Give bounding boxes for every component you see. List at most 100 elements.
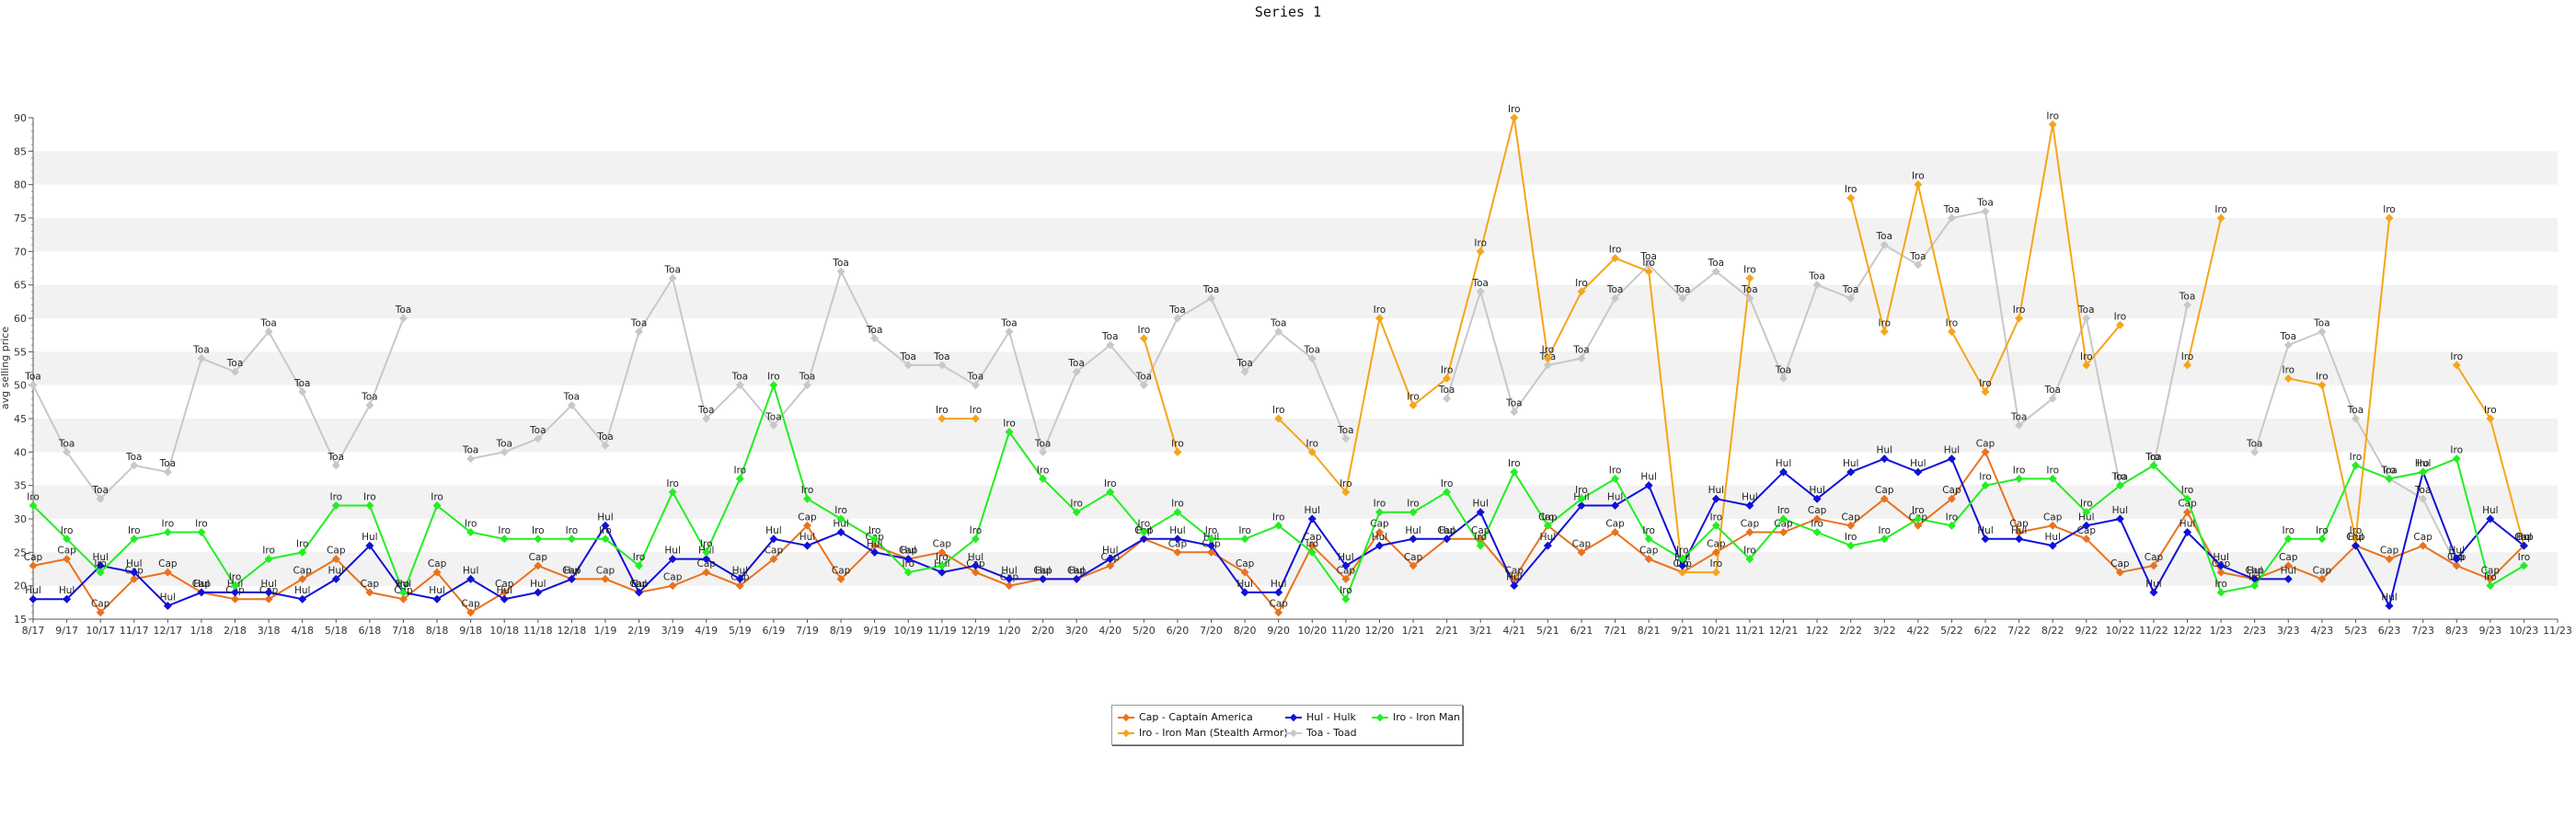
data-label: Iro: [2181, 485, 2194, 496]
data-label: Iro: [868, 525, 881, 536]
y-tick-label: 40: [14, 446, 27, 458]
data-point: [2486, 514, 2495, 523]
data-label: Iro: [1710, 558, 1723, 569]
data-point: [735, 581, 744, 591]
data-label: Cap: [428, 558, 447, 569]
y-tick-label: 55: [14, 346, 27, 358]
data-point: [1644, 267, 1653, 276]
series-line-iro: [1143, 338, 1179, 453]
data-point: [331, 574, 340, 583]
data-label: Cap: [629, 579, 649, 590]
data-label: Toa: [900, 351, 917, 362]
x-tick-label: 5/22: [1940, 625, 1963, 637]
data-point: [231, 588, 240, 597]
data-point: [903, 361, 913, 370]
data-point: [1307, 354, 1317, 363]
series-line-hul: [33, 457, 2289, 607]
data-point: [1779, 514, 1788, 523]
data-label: Hul: [1035, 565, 1051, 576]
data-point: [1644, 481, 1653, 490]
x-tick-label: 12/21: [1769, 625, 1799, 637]
data-label: Toa: [2347, 405, 2364, 416]
data-point: [1543, 361, 1552, 370]
data-label: Toa: [1471, 278, 1489, 289]
data-point: [298, 594, 307, 604]
data-point: [1072, 508, 1081, 517]
data-label: Hul: [1540, 532, 1556, 543]
data-point: [1678, 555, 1687, 564]
data-point: [1274, 328, 1283, 337]
data-label: Toa: [91, 485, 109, 496]
data-point: [1644, 535, 1653, 544]
data-point: [2048, 521, 2057, 530]
data-label: Cap: [832, 565, 851, 576]
data-point: [1274, 588, 1283, 597]
data-label: Cap: [2380, 546, 2399, 557]
data-point: [1274, 608, 1283, 617]
data-point: [635, 561, 644, 570]
data-point: [2519, 541, 2528, 550]
data-point: [1341, 434, 1351, 443]
data-point: [1274, 521, 1283, 530]
data-label: Iro: [1946, 318, 1959, 329]
data-label: Cap: [2279, 552, 2298, 563]
data-point: [2419, 494, 2428, 503]
data-label: Hul: [126, 558, 142, 569]
data-point: [1880, 328, 1889, 337]
data-point: [1745, 500, 1754, 510]
data-point: [836, 267, 845, 276]
data-point: [365, 541, 374, 550]
y-tick-label: 25: [14, 546, 27, 558]
data-label: Toa: [328, 452, 345, 463]
data-label: Iro: [2316, 372, 2329, 383]
data-label: Hul: [92, 552, 108, 563]
y-tick-label: 85: [14, 145, 27, 157]
data-label: Toa: [1606, 284, 1624, 295]
data-label: Iro: [970, 525, 983, 536]
data-point: [29, 500, 38, 510]
data-label: Cap: [798, 512, 817, 523]
data-label: Cap: [1572, 538, 1592, 549]
data-point: [1374, 314, 1384, 323]
x-tick-label: 3/18: [258, 625, 281, 637]
data-point: [63, 594, 72, 604]
x-tick-label: 9/23: [2478, 625, 2501, 637]
data-label: Cap: [899, 546, 918, 557]
x-tick-label: 6/19: [763, 625, 786, 637]
data-point: [432, 568, 442, 577]
data-label: Iro: [1946, 512, 1959, 523]
data-label: Iro: [767, 372, 780, 383]
data-point: [1139, 334, 1148, 343]
data-label: Iro: [397, 579, 410, 590]
data-label: Iro: [1508, 458, 1521, 469]
data-label: Iro: [1340, 585, 1352, 596]
x-tick-label: 2/22: [1839, 625, 1862, 637]
data-label: Toa: [1639, 251, 1657, 262]
data-label: Iro: [1374, 305, 1386, 316]
data-point: [500, 594, 509, 604]
data-point: [836, 514, 845, 523]
data-label: Iro: [1171, 499, 1184, 510]
data-point: [2486, 414, 2495, 423]
data-point: [1443, 394, 1452, 403]
data-point: [398, 594, 408, 604]
data-label: Iro: [2080, 499, 2093, 510]
x-tick-label: 7/22: [2007, 625, 2030, 637]
data-label: Iro: [2518, 532, 2531, 543]
data-label: Iro: [2214, 204, 2227, 215]
data-label: Toa: [1708, 258, 1725, 269]
data-point: [1914, 514, 1923, 523]
legend-marker-icon: [1285, 729, 1302, 738]
x-tick-label: 8/22: [2041, 625, 2064, 637]
data-label: Cap: [1976, 438, 1995, 449]
data-point: [1981, 481, 1990, 490]
data-label: Cap: [1370, 519, 1389, 530]
data-label: Hul: [496, 585, 512, 596]
data-label: Hul: [1843, 458, 1858, 469]
data-label: Iro: [431, 491, 443, 502]
data-label: Cap: [1404, 552, 1423, 563]
data-point: [1039, 574, 1048, 583]
y-tick-label: 75: [14, 213, 27, 224]
data-label: Iro: [2350, 525, 2363, 536]
data-point: [197, 588, 206, 597]
